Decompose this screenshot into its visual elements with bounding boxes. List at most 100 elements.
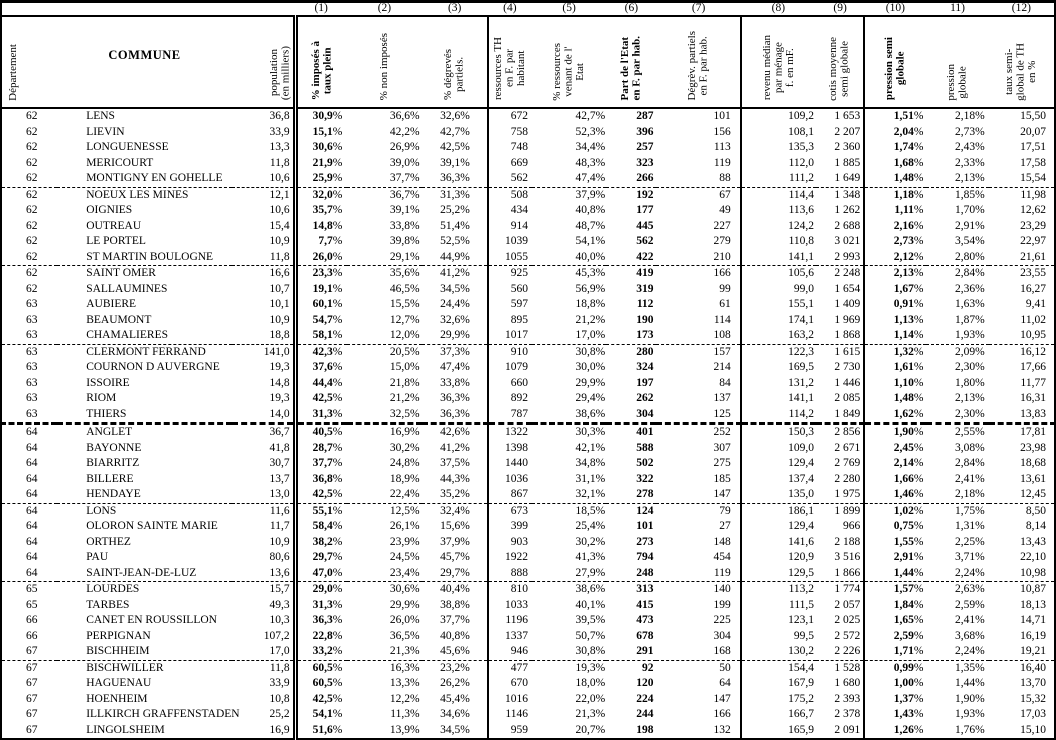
cell-pct-degreves-partiels: 37,9%	[421, 534, 489, 550]
cell-pct-imposes-taux-plein: 29,7%	[312, 551, 343, 563]
column-header-departement: Département	[1, 16, 58, 109]
cell-cotis-moyenne: 2 769	[816, 456, 866, 472]
cell-degrev-partiels: 84	[656, 375, 742, 391]
cell-cotis-moyenne: 3 516	[816, 550, 866, 566]
cell-pct-ressources-etat: 27,9%	[531, 565, 607, 582]
cell-taux-semi-global: 10,87	[1020, 583, 1046, 595]
cell-ressources-th: 597	[510, 298, 528, 310]
cell-commune: AUBIERE	[86, 298, 137, 310]
cell-pct-ressources-etat: 30,8%	[575, 345, 606, 358]
cell-revenu-median: 169,5	[788, 361, 815, 373]
cell-commune: LINGOLSHEIM	[86, 723, 165, 736]
rotated-header-text: % ressources venant de l' Etat	[550, 42, 586, 101]
cell-degrev-partiels: 166	[656, 707, 742, 723]
cell-ressources-th: 477	[510, 661, 528, 674]
cell-pression-semi-globale: 1,51%	[893, 110, 924, 122]
cell-commune: OLORON SAINTE MARIE	[86, 520, 218, 532]
cell-cotis-moyenne: 2 207	[816, 124, 866, 140]
cell-commune: NOEUX LES MINES	[86, 188, 189, 201]
cell-cotis-moyenne: 2 091	[816, 722, 866, 739]
cell-revenu-median: 99,0	[793, 282, 815, 295]
table-header: (1) (2) (3) (4) (5) (6) (7) (8) (9) (10) 11) (12) D…	[1, 1, 1055, 109]
cell-revenu-median: 120,9	[788, 551, 815, 563]
cell-pct-imposes-taux-plein: 35,7%	[312, 204, 343, 216]
cell-population: 14,8	[231, 375, 298, 391]
cell-part-etat: 588	[636, 441, 654, 454]
cell-degrev-partiels: 307	[656, 440, 742, 456]
cell-population: 14,0	[231, 406, 298, 425]
cell-revenu-median: 111,2	[740, 171, 817, 188]
cell-population: 141,0	[231, 344, 298, 360]
cell-commune: BILLERE	[86, 472, 134, 485]
cell-ressources-th: 910	[510, 345, 528, 358]
cell-pression-semi-globale: 1,84%	[893, 598, 924, 611]
cell-departement: 64	[1, 487, 58, 504]
table-row: 63 COURNON D AUVERGNE 19,3 37,6% 15,0% 47,4% 1…	[1, 360, 1055, 376]
cell-ressources-th: 672	[510, 110, 528, 122]
cell-pct-ressources-etat: 25,4%	[575, 520, 606, 532]
table-row: 66 CANET EN ROUSSILLON 10,3 36,3% 26,0% 37,7%…	[1, 613, 1055, 629]
table-row: 62 LE PORTEL 10,9 7,7% 39,8% 52,5% 1039 54,1% 56…	[1, 234, 1055, 250]
column-header-pression-globale: pression globale	[926, 16, 989, 109]
cell-revenu-median: 99,5	[793, 629, 815, 642]
cell-ressources-th: 399	[510, 520, 528, 532]
cell-part-etat: 177	[636, 204, 654, 216]
table-row: 63 RIOM 19,3 42,5% 21,2% 36,3% 892 29,4% 262 137 1…	[1, 391, 1055, 407]
cell-taux-semi-global: 10,95	[988, 328, 1055, 345]
cell-revenu-median: 123,1	[788, 614, 815, 626]
cell-cotis-moyenne: 1 969	[816, 312, 866, 328]
cell-pct-degreves-partiels: 15,6%	[421, 519, 489, 535]
table-row: 66 PERPIGNAN 107,2 22,8% 36,5% 40,8% 1337 50,7%…	[1, 628, 1055, 644]
cell-pct-ressources-etat: 34,4%	[575, 141, 606, 153]
table-row: 67 HAGUENAU 33,9 60,5% 13,3% 26,2% 670 18,0% 120…	[1, 676, 1055, 692]
column-number-10: (10)	[864, 1, 927, 17]
cell-population: 19,3	[231, 360, 298, 376]
cell-pression-semi-globale: 1,32%	[893, 345, 924, 358]
cell-pct-non-imposes: 35,6%	[389, 267, 420, 279]
cell-pct-non-imposes: 23,4%	[347, 565, 422, 582]
cell-part-etat: 445	[636, 219, 654, 232]
table-row: 67 HOENHEIM 10,8 42,5% 12,2% 45,4% 1016 22,0% 22…	[1, 691, 1055, 707]
table-row: 65 TARBES 49,3 31,3% 29,9% 38,8% 1033 40,1% 415 1…	[1, 597, 1055, 613]
cell-commune: THIERS	[57, 406, 232, 425]
cell-pct-degreves-partiels: 40,8%	[421, 628, 489, 644]
cell-degrev-partiels: 137	[656, 391, 742, 407]
cell-pct-ressources-etat: 18,0%	[575, 677, 606, 689]
cell-degrev-partiels: 27	[656, 519, 742, 535]
cell-pression-globale: 2,80%	[926, 249, 989, 266]
cell-ressources-th: 660	[510, 376, 528, 389]
cell-revenu-median: 112,0	[788, 156, 815, 169]
cell-part-etat: 192	[636, 188, 654, 201]
cell-revenu-median: 110,8	[788, 235, 815, 247]
table-row: 64 BIARRITZ 30,7 37,7% 24,8% 37,5% 1440 34,8% 50…	[1, 456, 1055, 472]
cell-departement: 62	[26, 204, 38, 216]
cell-population: 10,9	[231, 534, 298, 550]
cell-pct-imposes-taux-plein: 33,2%	[295, 644, 348, 661]
cell-pression-globale: 2,33%	[954, 156, 985, 169]
cell-revenu-median: 129,4	[788, 457, 815, 469]
cell-taux-semi-global: 15,54	[988, 171, 1055, 188]
cell-part-etat: 422	[606, 249, 657, 266]
cell-pression-globale: 3,54%	[954, 235, 985, 247]
cell-degrev-partiels: 140	[656, 581, 742, 598]
table-row: 62 SAINT OMER 16,6 23,3% 35,6% 41,2% 925 45,3% 4…	[1, 265, 1055, 282]
cell-commune: ORTHEZ	[86, 535, 131, 548]
table-row: 64 BAYONNE 41,8 28,7% 30,2% 41,2% 1398 42,1% 588…	[1, 440, 1055, 456]
cell-pct-non-imposes: 29,9%	[389, 598, 420, 611]
rotated-header-text: % dégrevés partiels.	[441, 49, 466, 101]
cell-pct-non-imposes: 36,6%	[389, 110, 420, 122]
cell-degrev-partiels: 304	[656, 628, 742, 644]
cell-pression-semi-globale: 2,59%	[893, 629, 924, 642]
cell-taux-semi-global: 17,58	[1020, 156, 1046, 169]
cell-pct-imposes-taux-plein: 19,1%	[312, 282, 343, 295]
cell-commune: HAGUENAU	[86, 677, 152, 689]
cell-part-etat: 248	[606, 565, 657, 582]
cell-population: 25,2	[231, 707, 298, 723]
cell-population: 16,9	[231, 722, 298, 739]
cell-pct-non-imposes: 30,6%	[389, 583, 420, 595]
cell-pct-non-imposes: 12,2%	[389, 692, 420, 705]
cell-pct-non-imposes: 36,7%	[389, 188, 420, 201]
cell-revenu-median: 155,1	[788, 298, 815, 310]
cell-pct-degreves-partiels: 29,9%	[421, 328, 489, 345]
